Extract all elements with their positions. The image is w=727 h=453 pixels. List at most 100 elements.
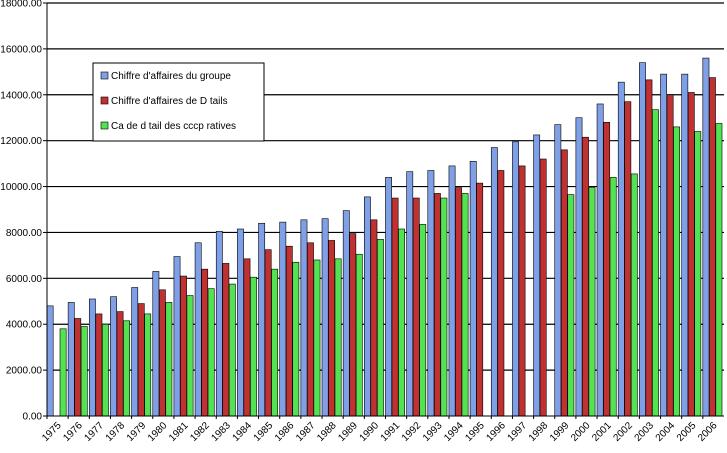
- x-tick-label-1981: 1981: [167, 420, 191, 444]
- x-tick-label-1984: 1984: [231, 420, 255, 444]
- bar-s1-1986: [285, 245, 293, 417]
- bar-s0-1988: [321, 218, 329, 417]
- bar-s1-1980: [158, 289, 166, 417]
- y-axis-ticks: 0.00 2000.00 4000.00 6000.00 8000.00 10000.00…: [0, 0, 47, 423]
- bar-s0-1999: [554, 124, 562, 417]
- y-tick-label-0: 0.00: [23, 412, 43, 423]
- bar-s2-1986: [292, 261, 300, 417]
- x-tick-label-1987: 1987: [294, 420, 318, 444]
- y-tick-label-9: 18000.00: [0, 0, 42, 10]
- bar-s1-1998: [539, 158, 547, 417]
- bar-s2-1993: [440, 197, 448, 417]
- x-tick-label-1980: 1980: [146, 420, 170, 444]
- bar-s2-1987: [313, 259, 321, 417]
- x-tick-label-1988: 1988: [315, 420, 339, 444]
- x-tick-label-1978: 1978: [104, 420, 128, 444]
- x-tick-label-2006: 2006: [696, 420, 720, 444]
- bar-s0-1993: [427, 170, 435, 417]
- bar-s0-2003: [639, 62, 646, 417]
- x-tick-label-2000: 2000: [569, 420, 593, 444]
- bar-s1-1985: [264, 249, 272, 417]
- bar-s2-1975: [59, 328, 67, 417]
- x-tick-label-2004: 2004: [654, 420, 678, 444]
- bar-s1-1988: [328, 240, 336, 417]
- x-tick-label-2003: 2003: [633, 420, 657, 444]
- bar-s0-1984: [237, 228, 244, 417]
- bar-s2-1984: [250, 276, 257, 417]
- x-tick-label-1992: 1992: [400, 420, 424, 444]
- bar-s1-2001: [603, 122, 611, 417]
- bar-s0-2000: [575, 117, 583, 417]
- bar-s1-1993: [433, 193, 441, 417]
- bar-s0-1978: [110, 296, 117, 417]
- bar-s0-1982: [194, 242, 202, 417]
- bar-s1-2002: [624, 101, 632, 417]
- bar-s1-1992: [412, 197, 420, 417]
- legend-label-2: Ca de d tail des cccp ratives: [111, 121, 236, 132]
- bar-s1-1981: [180, 275, 187, 417]
- bar-s0-2006: [702, 57, 710, 417]
- legend-swatch-1: [100, 96, 109, 105]
- bar-s0-1987: [300, 219, 308, 417]
- bar-s2-1994: [461, 193, 469, 417]
- bar-s0-1989: [342, 210, 350, 417]
- bar-s1-1991: [391, 197, 399, 417]
- bar-s0-1996: [490, 147, 498, 417]
- legend: Chiffre d'affaires du groupe Chiffre d'af…: [92, 62, 265, 142]
- bar-s0-2005: [681, 73, 689, 417]
- y-tick-label-5: 10000.00: [0, 182, 42, 193]
- bar-s1-1996: [497, 170, 505, 417]
- bar-s0-1975: [46, 305, 54, 417]
- bar-s1-2003: [645, 79, 653, 417]
- bar-s1-1979: [137, 303, 145, 417]
- bar-s2-1999: [567, 194, 575, 417]
- y-tick-label-1: 2000.00: [6, 366, 43, 377]
- y-tick-label-6: 12000.00: [0, 136, 42, 147]
- bar-s1-1983: [222, 263, 230, 417]
- bar-s0-1994: [448, 165, 456, 417]
- legend-label-1: Chiffre d'affaires de D tails: [111, 96, 228, 107]
- bar-s2-1978: [123, 320, 130, 417]
- x-tick-label-1996: 1996: [484, 420, 508, 444]
- bar-s0-2004: [660, 73, 668, 417]
- bar-s0-1990: [364, 196, 371, 417]
- x-tick-label-1998: 1998: [527, 420, 551, 444]
- legend-box: [92, 62, 265, 142]
- bar-s2-2001: [609, 177, 617, 417]
- bar-s0-2001: [596, 103, 604, 417]
- bar-s0-1977: [88, 298, 96, 417]
- bar-s1-1987: [307, 242, 314, 417]
- bar-s1-1997: [518, 165, 526, 417]
- bar-s2-2002: [630, 173, 638, 417]
- bar-s2-1983: [228, 283, 236, 417]
- bar-s0-1981: [173, 256, 181, 417]
- bar-s0-1995: [469, 161, 477, 417]
- bar-s2-1977: [101, 323, 109, 417]
- x-axis-ticks: 1975197619771978197919801981198219831984…: [40, 416, 720, 444]
- bar-s0-1979: [131, 287, 139, 417]
- x-tick-label-1985: 1985: [252, 420, 276, 444]
- x-tick-label-2005: 2005: [675, 420, 699, 444]
- bar-s1-1994: [455, 187, 462, 417]
- bar-s2-1991: [398, 228, 405, 417]
- bar-s1-1989: [349, 233, 357, 417]
- bar-s1-2005: [687, 92, 695, 417]
- bar-s0-1980: [152, 271, 160, 417]
- legend-swatch-0: [100, 71, 109, 80]
- bar-s1-1976: [74, 318, 82, 417]
- legend-swatch-2: [100, 121, 109, 130]
- x-tick-label-1990: 1990: [358, 420, 382, 444]
- bar-s2-1990: [377, 239, 384, 417]
- bar-s1-1977: [95, 313, 103, 417]
- bar-s2-2004: [673, 126, 681, 417]
- x-tick-label-1999: 1999: [548, 420, 572, 444]
- x-tick-label-1993: 1993: [421, 420, 445, 444]
- x-tick-label-1983: 1983: [209, 420, 233, 444]
- bar-s2-1985: [271, 268, 279, 417]
- bar-s1-2004: [666, 94, 674, 417]
- y-tick-label-2: 4000.00: [6, 320, 43, 331]
- x-tick-label-1977: 1977: [83, 420, 107, 444]
- bar-s0-1983: [215, 231, 223, 417]
- bar-s1-1995: [476, 182, 484, 417]
